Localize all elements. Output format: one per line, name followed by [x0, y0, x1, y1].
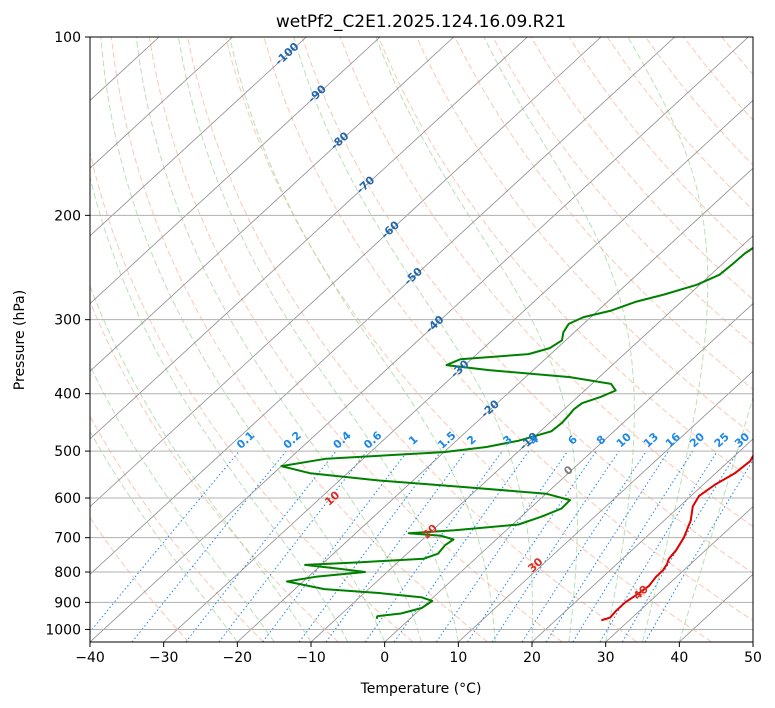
y-tick-label: 300 [54, 313, 81, 329]
pressure-grid [90, 37, 753, 630]
x-tick-label: −10 [296, 650, 326, 666]
plot-frame [89, 36, 754, 643]
temperature-line [601, 453, 753, 622]
y-tick-label: 900 [54, 595, 81, 611]
isotherm-line [458, 370, 753, 642]
isotherm-line [605, 506, 753, 642]
y-tick-label: 100 [54, 30, 81, 46]
moist-adiabat [90, 364, 275, 642]
mixing-ratio-line [298, 450, 442, 642]
dry-adiabat [492, 37, 753, 346]
x-tick-label: −30 [149, 650, 179, 666]
dry-adiabat [90, 516, 190, 642]
moist-adiabat [293, 37, 533, 642]
mixing-ratio-line [621, 450, 739, 642]
mixing-ratio-line [521, 450, 647, 642]
dry-adiabat [416, 37, 753, 436]
isotherm-line [90, 37, 233, 169]
x-tick-label: 0 [380, 650, 389, 666]
isotherm-line [90, 37, 749, 642]
x-axis-label: Temperature (°C) [360, 681, 482, 697]
dry-adiabat [454, 37, 753, 391]
isotherm-line [90, 37, 307, 237]
dry-adiabat [263, 37, 753, 622]
isotherm-line [310, 235, 753, 642]
dry-adiabat [187, 37, 638, 642]
dewpoint-line [280, 246, 753, 620]
moist-adiabat [177, 37, 459, 642]
moist-adiabat [483, 37, 635, 642]
series-group [280, 246, 753, 622]
x-tick-label: −20 [223, 650, 253, 666]
mixing-ratio-line [545, 450, 669, 642]
background-lines [90, 37, 753, 642]
dry-adiabat [301, 37, 753, 574]
dry-adiabat [148, 37, 563, 642]
isotherm-line [90, 37, 528, 440]
moist-adiabat [135, 37, 422, 642]
y-tick-label: 700 [54, 531, 81, 547]
y-axis: 100 200 300 400 500 600 700 800 900 1000 [45, 30, 90, 638]
isotherm-line [531, 438, 753, 642]
moist-adiabat [375, 37, 578, 642]
isotherm-line [90, 37, 602, 508]
isotherm-line [237, 167, 753, 642]
mixing-ratio-line [467, 450, 597, 642]
y-axis-label: Pressure (hPa) [12, 290, 28, 390]
dry-adiabat [90, 415, 264, 642]
y-tick-label: 200 [54, 208, 81, 224]
y-tick-label: 800 [54, 565, 81, 581]
moist-adiabat [90, 430, 238, 642]
y-tick-label: 600 [54, 491, 81, 507]
y-tick-label: 500 [54, 444, 81, 460]
isotherm-line [90, 37, 675, 575]
x-tick-label: 10 [449, 650, 467, 666]
chart-title: wetPf2_C2E1.2025.124.16.09.R21 [276, 12, 566, 32]
isotherm-line [90, 37, 454, 372]
moist-adiabat [100, 37, 386, 642]
x-tick-label: 20 [523, 650, 541, 666]
mixing-ratio-line [325, 450, 467, 642]
isotherm-line [384, 302, 753, 642]
x-tick-label: 50 [744, 650, 762, 666]
isotherm-line [163, 99, 753, 642]
dry-adiabat [339, 37, 753, 528]
y-tick-label: 400 [54, 387, 81, 403]
x-tick-label: 30 [597, 650, 615, 666]
dry-adiabat [90, 300, 339, 642]
dry-adiabat [225, 37, 712, 642]
y-tick-label: 1000 [45, 622, 81, 638]
mixing-ratio-line [262, 450, 408, 642]
isotherm-line [90, 37, 381, 305]
mixing-ratio-line [599, 450, 718, 642]
x-tick-label: 40 [670, 650, 688, 666]
mixing-ratio-line [364, 450, 503, 642]
moist-adiabat [90, 175, 349, 642]
mixing-ratio-line [90, 450, 240, 633]
mixing-ratio-line [435, 450, 569, 642]
x-axis: −40 −30 −20 −10 0 10 20 30 40 50 [75, 642, 762, 666]
x-tick-label: −40 [75, 650, 105, 666]
dry-adiabat [110, 37, 488, 642]
